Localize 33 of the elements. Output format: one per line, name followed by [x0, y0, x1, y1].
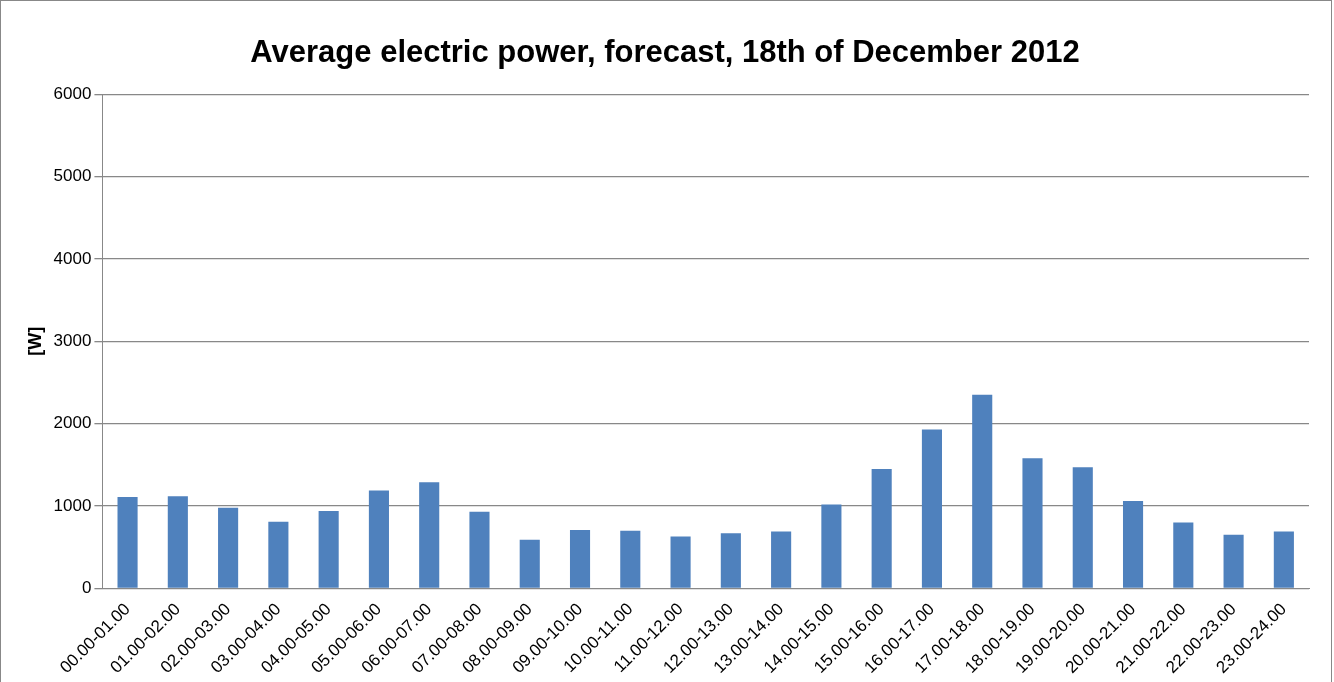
bar [519, 539, 540, 588]
bar [670, 536, 691, 588]
bar [318, 510, 339, 588]
bar [1072, 467, 1093, 588]
bar [620, 530, 641, 588]
y-tick-label: 3000 [53, 330, 92, 350]
bar [1273, 531, 1294, 588]
bar [368, 490, 389, 588]
bar [1173, 522, 1194, 588]
bar [167, 496, 188, 588]
y-tick-label: 2000 [53, 413, 92, 433]
bar [821, 504, 842, 588]
y-tick-label: 6000 [53, 83, 92, 103]
bar [771, 531, 792, 588]
bar [268, 521, 289, 588]
bar [1122, 501, 1144, 588]
bar [921, 429, 942, 588]
bar [117, 496, 138, 588]
bar [720, 533, 741, 588]
chart-title: Average electric power, forecast, 18th of December 2012 [250, 34, 1080, 70]
y-axis-title: [W] [24, 326, 45, 356]
bar [569, 529, 591, 588]
bar [218, 507, 239, 588]
y-tick-label: 5000 [53, 166, 92, 186]
bar [1223, 534, 1244, 588]
bar [972, 394, 993, 588]
bar [469, 511, 490, 588]
bar [1022, 458, 1043, 588]
y-tick-label: 4000 [53, 248, 92, 268]
bar [871, 468, 892, 588]
y-tick-label: 0 [81, 578, 92, 598]
bar [419, 482, 440, 588]
y-tick-label: 1000 [53, 495, 92, 515]
